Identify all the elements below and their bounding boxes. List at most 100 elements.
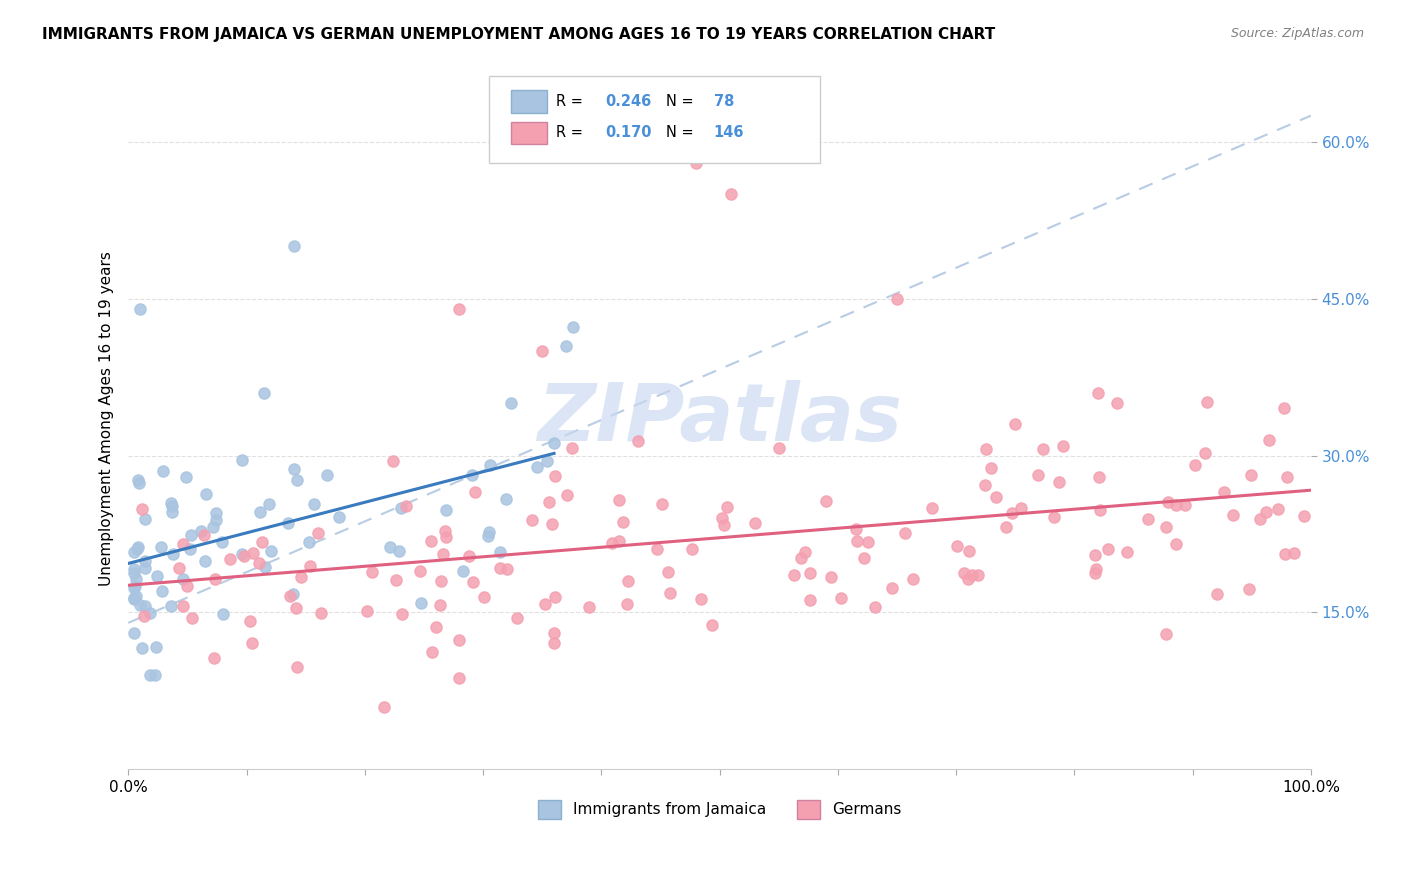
Point bbox=[540, 517, 562, 532]
Point bbox=[240, 636, 263, 650]
Point bbox=[122, 581, 145, 595]
Point bbox=[499, 396, 522, 410]
Point bbox=[531, 343, 554, 358]
Point bbox=[960, 568, 983, 582]
Point bbox=[689, 591, 711, 606]
Point bbox=[124, 579, 146, 593]
Text: 0.246: 0.246 bbox=[605, 94, 651, 109]
Point bbox=[856, 535, 879, 549]
Point bbox=[495, 562, 517, 576]
Point bbox=[146, 568, 169, 582]
Point bbox=[434, 503, 457, 517]
Text: 78: 78 bbox=[714, 94, 734, 109]
Point bbox=[830, 591, 852, 605]
Point bbox=[1047, 475, 1070, 489]
Point bbox=[1052, 439, 1074, 453]
Point bbox=[526, 459, 548, 474]
Point bbox=[205, 507, 228, 521]
Point bbox=[172, 572, 194, 586]
Point bbox=[974, 478, 997, 492]
Point bbox=[283, 587, 305, 601]
Point bbox=[238, 615, 260, 629]
Point bbox=[543, 591, 565, 605]
Point bbox=[162, 499, 184, 513]
Point bbox=[478, 458, 501, 472]
Point bbox=[681, 542, 703, 557]
Point bbox=[953, 566, 976, 580]
Point bbox=[451, 564, 474, 578]
Point bbox=[957, 544, 980, 558]
Point bbox=[242, 546, 264, 560]
Point bbox=[986, 490, 1008, 504]
Point bbox=[409, 564, 432, 578]
Point bbox=[1001, 506, 1024, 520]
Point bbox=[799, 593, 821, 607]
Point bbox=[520, 513, 543, 527]
Point bbox=[134, 554, 156, 568]
FancyBboxPatch shape bbox=[489, 76, 820, 163]
Point bbox=[193, 528, 215, 542]
Point bbox=[1239, 582, 1261, 596]
Text: N =: N = bbox=[666, 94, 699, 109]
Point bbox=[506, 611, 529, 625]
Point bbox=[880, 581, 903, 595]
Point bbox=[886, 292, 908, 306]
Text: R =: R = bbox=[557, 126, 588, 141]
Point bbox=[1292, 509, 1315, 524]
Point bbox=[627, 434, 650, 449]
Point bbox=[449, 302, 471, 317]
Point bbox=[373, 699, 395, 714]
Point bbox=[385, 573, 408, 587]
Point bbox=[328, 509, 350, 524]
Point bbox=[433, 524, 456, 538]
Point bbox=[125, 589, 148, 603]
Point bbox=[160, 496, 183, 510]
Text: 146: 146 bbox=[714, 126, 744, 141]
Point bbox=[863, 599, 886, 614]
Point bbox=[356, 604, 378, 618]
Point bbox=[495, 492, 517, 507]
Point bbox=[447, 633, 470, 648]
Y-axis label: Unemployment Among Ages 16 to 19 years: Unemployment Among Ages 16 to 19 years bbox=[100, 252, 114, 586]
Point bbox=[127, 473, 149, 487]
Point bbox=[134, 561, 156, 575]
Point bbox=[1257, 433, 1279, 447]
Point bbox=[463, 574, 485, 589]
Point bbox=[602, 535, 624, 549]
Point bbox=[249, 506, 271, 520]
Point bbox=[657, 565, 679, 579]
Point bbox=[710, 511, 733, 525]
Text: IMMIGRANTS FROM JAMAICA VS GERMAN UNEMPLOYMENT AMONG AGES 16 TO 19 YEARS CORRELA: IMMIGRANTS FROM JAMAICA VS GERMAN UNEMPL… bbox=[42, 27, 995, 42]
Point bbox=[252, 535, 274, 549]
Point bbox=[131, 641, 153, 656]
Point bbox=[1084, 549, 1107, 563]
Point bbox=[134, 599, 156, 614]
Point bbox=[782, 568, 804, 582]
Point bbox=[128, 475, 150, 490]
Point bbox=[122, 591, 145, 605]
Point bbox=[1274, 547, 1296, 561]
Point bbox=[304, 497, 326, 511]
FancyBboxPatch shape bbox=[512, 122, 547, 145]
Point bbox=[489, 545, 512, 559]
Point bbox=[1085, 562, 1108, 576]
Point bbox=[201, 520, 224, 534]
Point bbox=[1088, 470, 1111, 484]
Point bbox=[789, 551, 811, 566]
Point bbox=[1088, 503, 1111, 517]
Point bbox=[253, 560, 276, 574]
Point bbox=[129, 302, 152, 317]
Point bbox=[420, 645, 443, 659]
Point bbox=[429, 599, 451, 613]
Point bbox=[478, 524, 501, 539]
Point bbox=[231, 547, 253, 561]
Point bbox=[278, 589, 301, 603]
Point bbox=[894, 526, 917, 541]
Point bbox=[1032, 442, 1054, 456]
Point bbox=[457, 549, 479, 563]
Point bbox=[1205, 587, 1227, 601]
Point bbox=[612, 515, 634, 529]
Point bbox=[308, 525, 330, 540]
Point bbox=[315, 467, 337, 482]
Point bbox=[1274, 401, 1296, 415]
